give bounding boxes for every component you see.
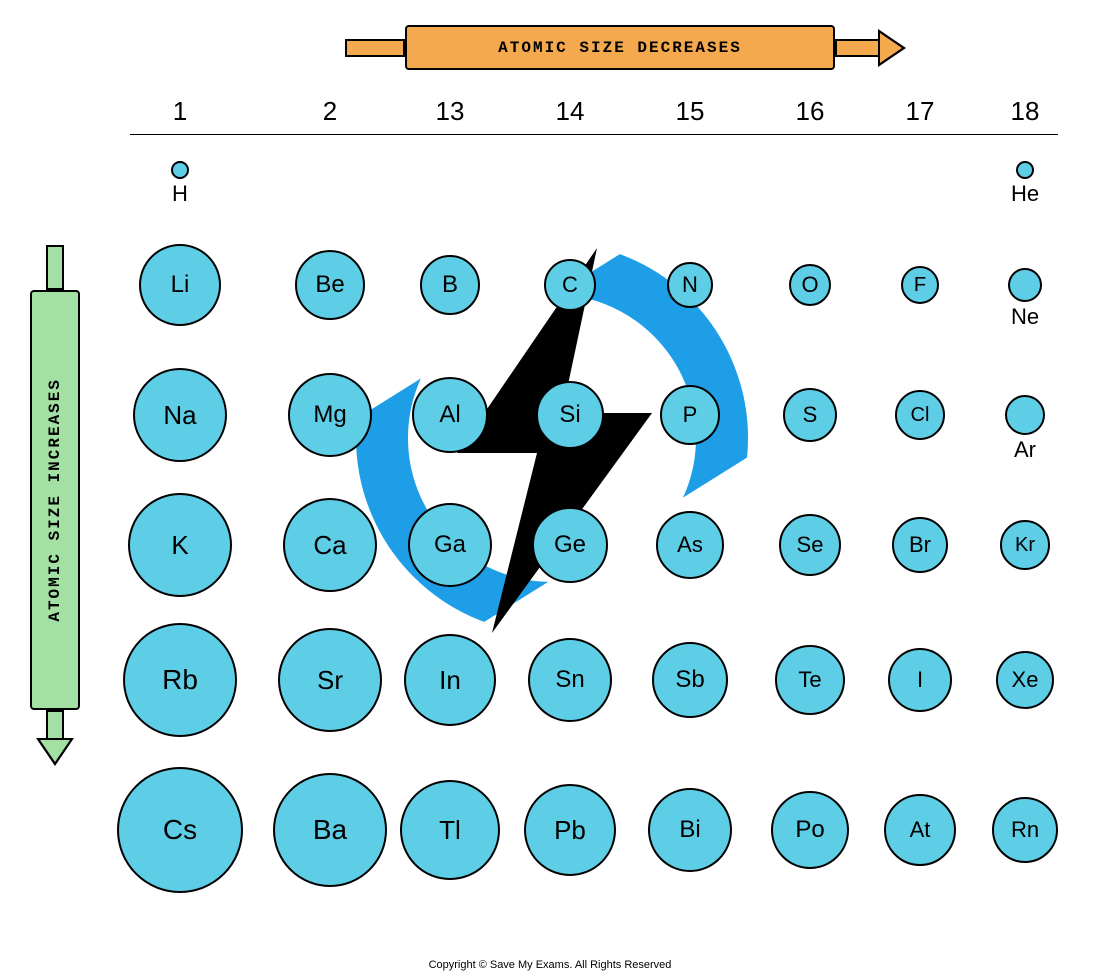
element-ca: Ca (283, 498, 377, 592)
group-header-18: 18 (995, 96, 1055, 127)
element-i: I (888, 648, 952, 712)
element-label-ar: Ar (995, 437, 1055, 463)
element-cl: Cl (895, 390, 945, 440)
element-mg: Mg (288, 373, 372, 457)
element-bi: Bi (648, 788, 732, 872)
element-at: At (884, 794, 956, 866)
element-xe: Xe (996, 651, 1054, 709)
group-header-17: 17 (890, 96, 950, 127)
element-label-h: H (150, 181, 210, 207)
element-po: Po (771, 791, 849, 869)
element-si: Si (536, 381, 604, 449)
element-o: O (789, 264, 831, 306)
top-trend-arrow: ATOMIC SIZE DECREASES (345, 25, 900, 70)
element-cs: Cs (117, 767, 243, 893)
left-arrow-label-box: ATOMIC SIZE INCREASES (30, 290, 80, 710)
element-label-he: He (995, 181, 1055, 207)
element-p: P (660, 385, 720, 445)
element-pb: Pb (524, 784, 616, 876)
group-header-15: 15 (660, 96, 720, 127)
diagram-stage: ATOMIC SIZE DECREASES ATOMIC SIZE INCREA… (0, 0, 1100, 977)
element-k: K (128, 493, 232, 597)
arrow-head-icon (878, 29, 906, 67)
element-rn: Rn (992, 797, 1058, 863)
group-header-13: 13 (420, 96, 480, 127)
element-sb: Sb (652, 642, 728, 718)
element-label-ne: Ne (995, 304, 1055, 330)
element-b: B (420, 255, 480, 315)
element-se: Se (779, 514, 841, 576)
header-underline (130, 134, 1058, 135)
element-sn: Sn (528, 638, 612, 722)
element-rb: Rb (123, 623, 237, 737)
element-tl: Tl (400, 780, 500, 880)
element-he (1016, 161, 1034, 179)
element-s: S (783, 388, 837, 442)
arrow-tail (46, 245, 64, 290)
element-sr: Sr (278, 628, 382, 732)
element-as: As (656, 511, 724, 579)
element-br: Br (892, 517, 948, 573)
element-h (171, 161, 189, 179)
group-header-1: 1 (150, 96, 210, 127)
arrow-head-icon (36, 738, 74, 766)
left-arrow-label: ATOMIC SIZE INCREASES (46, 378, 64, 622)
element-f: F (901, 266, 939, 304)
element-in: In (404, 634, 496, 726)
element-be: Be (295, 250, 365, 320)
top-arrow-label-box: ATOMIC SIZE DECREASES (405, 25, 835, 70)
copyright-text: Copyright © Save My Exams. All Rights Re… (0, 959, 1100, 971)
element-ar (1005, 395, 1045, 435)
element-li: Li (139, 244, 221, 326)
group-header-2: 2 (300, 96, 360, 127)
element-n: N (667, 262, 713, 308)
element-ba: Ba (273, 773, 387, 887)
element-kr: Kr (1000, 520, 1050, 570)
element-te: Te (775, 645, 845, 715)
top-arrow-label: ATOMIC SIZE DECREASES (498, 39, 742, 57)
arrow-shaft (835, 39, 880, 57)
element-na: Na (133, 368, 227, 462)
arrow-shaft (46, 710, 64, 740)
element-c: C (544, 259, 596, 311)
group-header-16: 16 (780, 96, 840, 127)
left-trend-arrow: ATOMIC SIZE INCREASES (30, 245, 80, 765)
element-ne (1008, 268, 1042, 302)
element-ge: Ge (532, 507, 608, 583)
arrow-tail (345, 39, 405, 57)
element-ga: Ga (408, 503, 492, 587)
group-header-14: 14 (540, 96, 600, 127)
element-al: Al (412, 377, 488, 453)
